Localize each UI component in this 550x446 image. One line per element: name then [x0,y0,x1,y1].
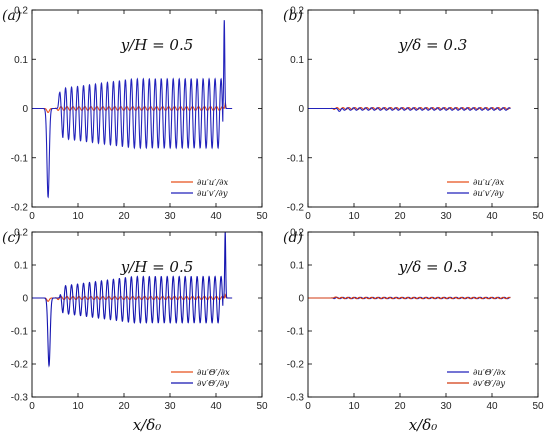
y-tick-label: -0.3 [11,393,29,404]
x-tick-label: 30 [440,401,452,412]
x-tick-label: 30 [164,211,176,222]
x-tick-label: 40 [486,211,498,222]
y-tick-label: 0.2 [14,228,28,239]
legend-box [167,173,259,203]
x-tick-label: 50 [256,401,268,412]
legend-entry: ∂u′u′/∂x [197,178,228,188]
x-tick-label: 40 [486,401,498,412]
legend-entry: ∂v′Θ′/∂y [473,379,505,389]
x-tick-label: 0 [305,211,311,222]
x-tick-label: 30 [440,211,452,222]
y-tick-label: 0 [298,294,304,305]
panel-annotation: y/H = 0.5 [120,258,194,276]
x-tick-label: 50 [256,211,268,222]
y-tick-label: -0.2 [287,203,305,214]
x-tick-label: 20 [394,211,406,222]
panel-label: (b) [283,8,303,24]
panel-c: 0 10 20 30 40 50 -0.3 -0.2 -0.1 0 0.1 0.2 y/H = 0.5 ∂… [2,228,268,413]
panel-label: (a) [2,8,21,24]
legend-entry: ∂v′Θ′/∂y [197,379,229,389]
x-tick-label: 50 [532,211,544,222]
y-tick-label: 0.1 [14,55,28,66]
y-tick-label: -0.2 [287,360,305,371]
x-tick-label: 0 [29,211,35,222]
panel-b: 0 10 20 30 40 50 -0.2 -0.1 0 0.1 0.2 y/δ = 0.3 ∂u′u′… [283,6,544,223]
series-line-1 [308,296,511,300]
y-tick-label: 0 [22,104,28,115]
panel-d: 0 10 20 30 40 50 -0.3 -0.2 -0.1 0 0.1 0.2 y/δ = 0.3 ∂… [283,228,544,413]
panel-label: (d) [283,230,303,246]
series-line-1 [32,232,233,368]
x-tick-label: 40 [210,211,222,222]
legend-entry: ∂u′v′/∂y [473,189,504,199]
legend-box [443,173,535,203]
y-tick-label: -0.1 [11,153,29,164]
panel-label: (c) [2,230,21,246]
y-tick-label: -0.3 [287,393,305,404]
x-tick-label: 10 [72,211,84,222]
panel-annotation: y/δ = 0.3 [398,258,468,276]
plot-frame [307,231,539,398]
legend-entry: ∂u′Θ′/∂x [473,368,506,378]
x-tick-label: 20 [118,401,130,412]
plot-frame [307,9,539,208]
y-tick-label: 0.1 [290,55,304,66]
x-tick-label: 10 [348,401,360,412]
legend-box [443,363,535,393]
x-tick-label: 10 [72,401,84,412]
panel-a: 0 10 20 30 40 50 -0.2 -0.1 0 0.1 0.2 y/H = 0.5 ∂u′u′… [2,6,268,223]
x-tick-label: 50 [532,401,544,412]
legend-entry: ∂u′u′/∂x [473,178,504,188]
y-tick-label: 0 [22,294,28,305]
x-tick-label: 20 [118,211,130,222]
x-tick-label: 10 [348,211,360,222]
x-tick-label: 0 [29,401,35,412]
y-tick-label: 0.1 [290,261,304,272]
x-tick-label: 0 [305,401,311,412]
y-tick-label: -0.1 [287,153,305,164]
series-line-1 [308,107,511,112]
y-tick-label: -0.2 [11,203,29,214]
y-tick-label: 0.2 [290,228,304,239]
series-line-1 [32,20,233,199]
y-tick-label: 0.2 [290,6,304,17]
y-tick-label: -0.1 [11,327,29,338]
x-tick-label: 20 [394,401,406,412]
legend-entry: ∂u′Θ′/∂x [197,368,230,378]
x-tick-label: 40 [210,401,222,412]
panel-annotation: y/δ = 0.3 [398,36,468,54]
plot-frame [31,231,263,398]
x-axis-label: x/δ₀ [133,416,162,434]
legend-box [167,363,259,393]
y-tick-label: 0 [298,104,304,115]
legend-entry: ∂u′v′/∂y [197,189,228,199]
y-tick-label: 0.1 [14,261,28,272]
x-axis-label: x/δ₀ [409,416,438,434]
panel-annotation: y/H = 0.5 [120,36,194,54]
plot-frame [31,9,263,208]
y-tick-label: -0.1 [287,327,305,338]
y-tick-label: -0.2 [11,360,29,371]
y-tick-label: 0.2 [14,6,28,17]
x-tick-label: 30 [164,401,176,412]
